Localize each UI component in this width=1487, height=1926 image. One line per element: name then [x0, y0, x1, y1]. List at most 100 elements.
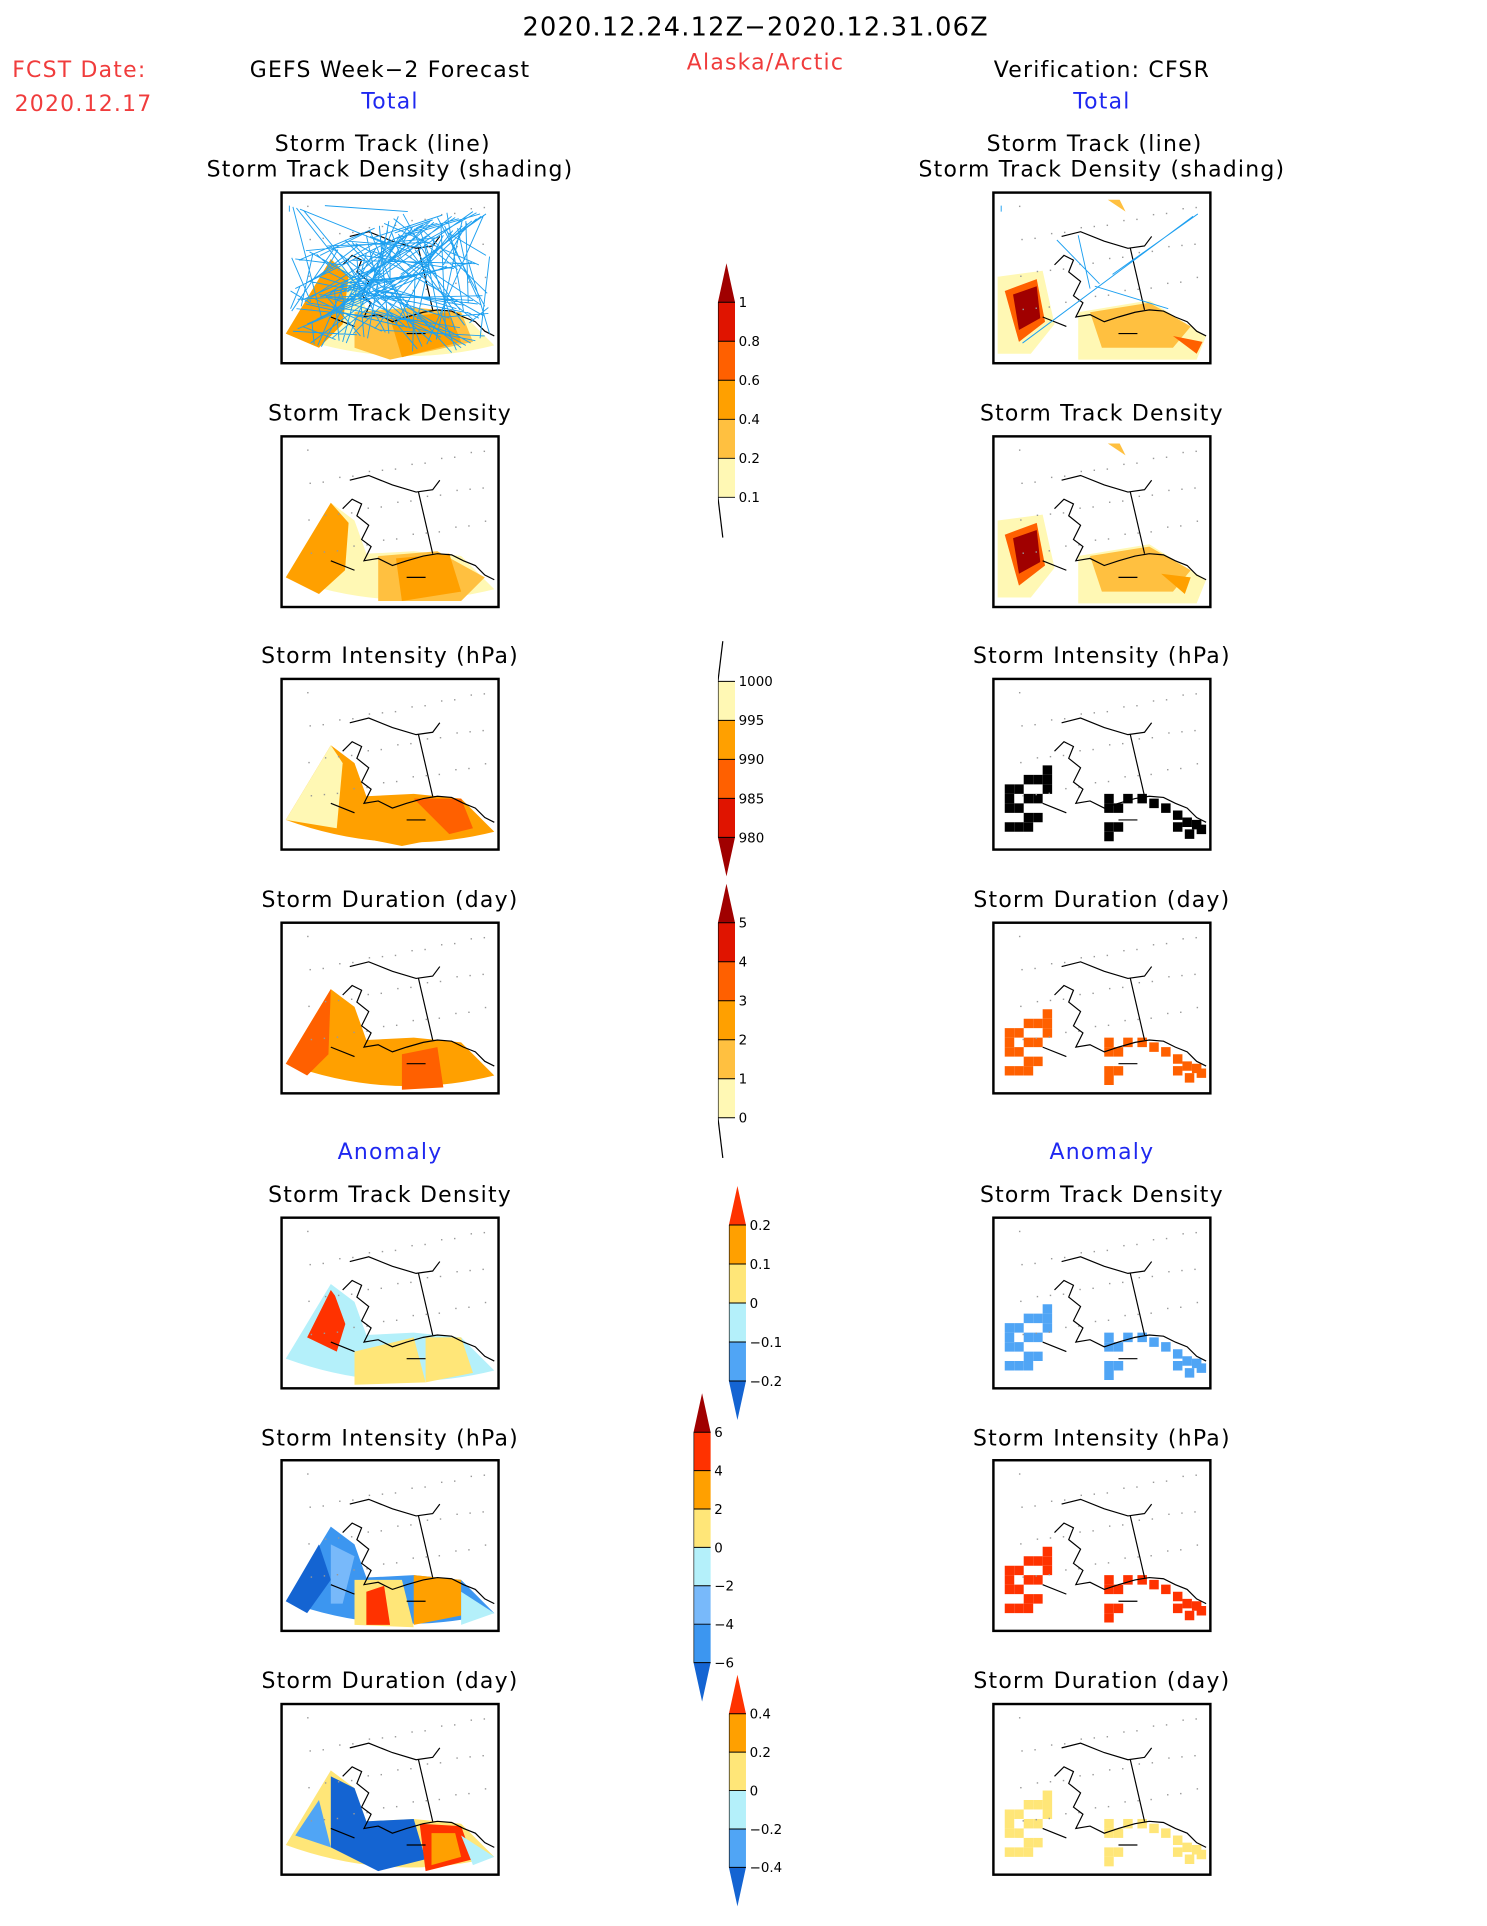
grid-dot — [1021, 1750, 1023, 1752]
shading-region — [1023, 812, 1034, 823]
grid-dot — [1194, 1754, 1196, 1757]
grid-dot — [1048, 1331, 1051, 1333]
grid-dot — [339, 1257, 341, 1260]
grid-dot — [309, 968, 311, 971]
colorbar-segment — [717, 302, 735, 342]
grid-dot — [395, 1562, 398, 1564]
colorbar-intensity_anomaly: 6 4 2 0 −2 −4 −6 — [693, 1393, 734, 1702]
grid-dot — [412, 776, 414, 778]
shading-region — [1033, 1056, 1043, 1067]
grid-dot — [309, 1506, 311, 1508]
colorbar-tick-label: 4 — [714, 1464, 723, 1479]
grid-dot — [438, 1555, 441, 1557]
grid-dot — [380, 1287, 382, 1290]
colorbar-tick-label: −0.4 — [750, 1861, 783, 1876]
grid-dot — [1079, 1288, 1081, 1291]
grid-dot — [1124, 1314, 1126, 1317]
grid-dot — [310, 1820, 313, 1822]
grid-dot — [1048, 550, 1051, 552]
grid-dot — [1167, 1012, 1169, 1015]
shading-region — [1014, 1565, 1024, 1576]
grid-dot — [1034, 1505, 1036, 1507]
shading-region — [1113, 1584, 1124, 1595]
shading-region — [1137, 1037, 1147, 1048]
grid-dot — [1195, 1474, 1197, 1476]
coastline — [330, 1742, 495, 1848]
grid-dot — [1049, 999, 1052, 1002]
shading-region — [1004, 1361, 1015, 1371]
grid-dot — [1092, 1530, 1094, 1532]
grid-dot — [397, 1525, 399, 1527]
grid-dot — [307, 1230, 309, 1233]
shading-region — [285, 989, 495, 1087]
grid-dot — [1122, 500, 1124, 502]
grid-dot — [1152, 700, 1155, 702]
grid-dot — [368, 1252, 371, 1254]
grid-dot — [322, 1749, 324, 1751]
grid-dot — [1050, 719, 1053, 721]
grid-dot — [1062, 754, 1065, 757]
grid-dot — [424, 462, 426, 464]
shading-region — [1042, 784, 1053, 794]
grid-dot — [482, 1268, 484, 1271]
grid-dot — [322, 481, 324, 483]
grid-dot — [456, 489, 458, 492]
shading-region — [1161, 803, 1171, 813]
shading-region — [1104, 1037, 1114, 1048]
map-verification-duration-anomaly — [992, 1702, 1212, 1876]
grid-dot — [1022, 1038, 1024, 1041]
shading-region — [1104, 1847, 1114, 1857]
grid-dot — [482, 1754, 484, 1757]
grid-dot — [336, 1331, 339, 1333]
shading-region — [1172, 1603, 1183, 1614]
grid-dot — [410, 256, 412, 259]
grid-dot — [454, 456, 456, 458]
grid-dot — [425, 288, 428, 290]
grid-dot — [1036, 757, 1039, 759]
shading-region — [1004, 1809, 1015, 1819]
grid-dot — [411, 1731, 413, 1733]
grid-dot — [1182, 1233, 1184, 1235]
grid-dot — [455, 1012, 457, 1015]
grid-dot — [1021, 725, 1023, 727]
colorbar-tick-label: 1 — [739, 296, 748, 311]
shading-region — [1023, 1018, 1034, 1029]
grid-dot — [1018, 205, 1021, 208]
shading-region — [1184, 1073, 1195, 1083]
map-verification-density — [992, 435, 1212, 609]
grid-dot — [424, 218, 426, 221]
grid-dot — [1065, 1813, 1067, 1815]
shading-region — [1196, 824, 1207, 835]
grid-dot — [1034, 967, 1036, 970]
grid-dot — [380, 1773, 382, 1776]
shading-region — [1042, 1323, 1053, 1333]
colorbar-segment — [717, 380, 735, 420]
shading-region — [1033, 774, 1043, 785]
colorbar-tick-label: 2 — [714, 1503, 723, 1518]
grid-dot — [1152, 1239, 1155, 1241]
grid-dot — [1020, 1300, 1022, 1303]
shading-region — [1196, 1605, 1207, 1616]
grid-dot — [1092, 992, 1094, 995]
grid-dot — [350, 1293, 353, 1295]
grid-dot — [1150, 287, 1152, 289]
colorbar-segment — [728, 1224, 746, 1264]
grid-dot — [410, 742, 412, 745]
grid-dot — [1094, 1563, 1097, 1565]
shading-region — [1042, 774, 1053, 785]
grid-dot — [1079, 993, 1081, 996]
shading-region — [1104, 1818, 1114, 1829]
shading-region — [1113, 1847, 1124, 1857]
grid-dot — [1049, 269, 1052, 272]
grid-dot — [1165, 212, 1168, 215]
grid-dot — [484, 1301, 487, 1304]
grid-dot — [397, 257, 399, 260]
grid-dot — [424, 1486, 426, 1488]
shading-region — [1113, 1066, 1124, 1076]
grid-dot — [382, 782, 385, 784]
grid-dot — [438, 1312, 441, 1314]
grid-dot — [1123, 949, 1125, 952]
grid-dot — [1136, 1486, 1138, 1488]
grid-dot — [455, 1794, 457, 1796]
grid-dot — [1048, 1573, 1051, 1576]
